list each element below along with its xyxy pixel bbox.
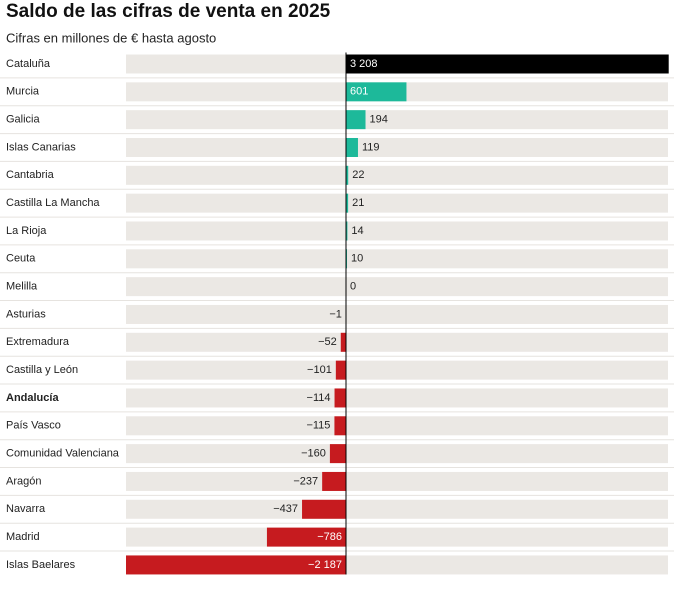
category-label: Castilla y León: [6, 364, 78, 376]
category-label: Navarra: [6, 503, 46, 515]
row-background: [126, 472, 668, 491]
category-label: Murcia: [6, 86, 40, 98]
category-label: Madrid: [6, 531, 40, 543]
category-label: La Rioja: [6, 225, 47, 237]
category-label: Melilla: [6, 281, 38, 293]
row-background: [126, 444, 668, 463]
chart-subtitle: Cifras en millones de € hasta agosto: [6, 30, 216, 45]
value-label: −52: [318, 336, 337, 348]
value-label: 21: [352, 197, 364, 209]
bar: [334, 416, 346, 435]
category-label: Islas Canarias: [6, 141, 76, 153]
category-label: Castilla La Mancha: [6, 197, 100, 209]
bar: [335, 388, 346, 407]
category-label: Ceuta: [6, 253, 36, 265]
bar: [336, 361, 346, 380]
category-label: Islas Baelares: [6, 559, 76, 571]
value-label: 194: [370, 114, 388, 126]
value-label: 10: [351, 253, 363, 265]
value-label: 14: [351, 225, 363, 237]
category-label: Comunidad Valenciana: [6, 448, 120, 460]
row-background: [126, 500, 668, 519]
bar: [302, 500, 346, 519]
value-label: −237: [293, 475, 318, 487]
value-label: 119: [362, 141, 380, 153]
bar: [322, 472, 346, 491]
value-label: −115: [306, 420, 330, 432]
row-background: [126, 333, 668, 352]
value-label: −786: [317, 531, 342, 543]
row-background: [126, 194, 668, 213]
category-label: Aragón: [6, 475, 41, 487]
value-label: −1: [329, 308, 342, 320]
category-label: Andalucía: [6, 392, 59, 404]
category-label: Extremadura: [6, 336, 70, 348]
row-background: [126, 249, 668, 268]
value-label: −2 187: [308, 559, 342, 571]
row-background: [126, 416, 668, 435]
bar: [341, 333, 346, 352]
row-background: [126, 361, 668, 380]
value-label: −160: [301, 448, 326, 460]
row-background: [126, 277, 668, 296]
row-background: [126, 305, 668, 324]
category-label: Cataluña: [6, 58, 51, 70]
value-label: 601: [350, 86, 368, 98]
chart-title: Saldo de las cifras de venta en 2025: [6, 1, 331, 22]
row-background: [126, 110, 668, 129]
row-background: [126, 388, 668, 407]
value-label: −437: [273, 503, 298, 515]
category-label: País Vasco: [6, 420, 61, 432]
row-background: [126, 528, 668, 547]
row-background: [126, 221, 668, 240]
value-label: −114: [307, 392, 331, 404]
value-label: −101: [307, 364, 332, 376]
bar: [346, 138, 358, 157]
row-background: [126, 166, 668, 185]
category-label: Asturias: [6, 308, 46, 320]
category-label: Cantabria: [6, 169, 55, 181]
bar: [346, 55, 669, 74]
bar: [330, 444, 346, 463]
bar: [346, 110, 366, 129]
row-background: [126, 138, 668, 157]
value-label: 3 208: [350, 58, 378, 70]
value-label: 22: [352, 169, 364, 181]
value-label: 0: [350, 281, 356, 293]
category-label: Galicia: [6, 114, 41, 126]
